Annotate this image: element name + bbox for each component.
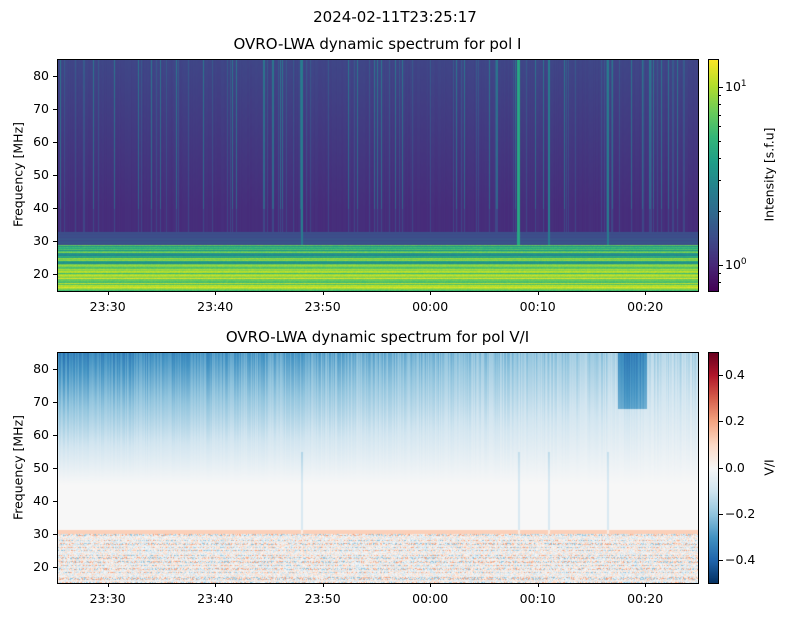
- colorbar-tick-label: 0.0: [725, 459, 745, 475]
- colorbar-tick-exponent: 0: [740, 256, 747, 267]
- heatmap: [57, 59, 698, 291]
- y-tick-mark: [53, 241, 57, 243]
- colorbar-minor-tick: [719, 179, 721, 181]
- x-tick-label: 00:20: [627, 299, 664, 314]
- x-tick-label: 23:50: [304, 591, 341, 606]
- y-tick-label: 30: [33, 525, 49, 541]
- colorbar: [708, 352, 719, 583]
- y-tick-mark: [53, 401, 57, 403]
- x-tick-mark: [215, 583, 217, 587]
- panel-title: OVRO-LWA dynamic spectrum for pol V/I: [225, 328, 530, 346]
- y-tick-label: 60: [33, 426, 49, 442]
- colorbar-tick-mark: [719, 421, 723, 423]
- colorbar-label: Intensity [s.f.u]: [761, 127, 777, 222]
- colorbar-frame: [708, 59, 719, 292]
- x-tick-mark: [107, 583, 109, 587]
- y-tick-label: 40: [33, 200, 49, 216]
- plot-frame: [57, 352, 699, 584]
- y-tick-label: 40: [33, 492, 49, 508]
- colorbar-frame: [708, 352, 719, 584]
- y-tick-label: 50: [33, 459, 49, 475]
- y-tick-mark: [53, 75, 57, 77]
- x-tick-mark: [430, 291, 432, 295]
- y-axis-label: Frequency [MHz]: [10, 414, 26, 520]
- y-tick-mark: [53, 175, 57, 176]
- x-tick-mark: [322, 583, 324, 587]
- colorbar-tick-mark: [719, 375, 723, 377]
- y-tick-mark: [53, 141, 57, 143]
- colorbar-minor-tick: [719, 140, 721, 142]
- colorbar-tick-label: 100: [725, 256, 747, 272]
- colorbar-tick-mark: [719, 467, 723, 469]
- y-tick-label: 20: [33, 558, 49, 574]
- y-tick-mark: [53, 208, 57, 210]
- x-tick-label: 00:10: [519, 591, 556, 606]
- x-tick-mark: [107, 291, 109, 295]
- figure-suptitle: 2024-02-11T23:25:17: [313, 8, 477, 26]
- x-tick-mark: [645, 291, 647, 295]
- colorbar-minor-tick: [719, 211, 721, 213]
- colorbar-minor-tick: [719, 114, 721, 116]
- colorbar-minor-tick: [719, 281, 721, 283]
- y-tick-label: 70: [33, 100, 49, 116]
- colorbar-tick-mark: [719, 264, 723, 266]
- y-axis-label: Frequency [MHz]: [10, 121, 26, 228]
- colorbar-tick-mark: [719, 87, 723, 89]
- x-tick-label: 00:00: [412, 591, 449, 606]
- y-tick-label: 30: [33, 233, 49, 249]
- colorbar-label: V/I: [761, 458, 777, 476]
- y-tick-mark: [53, 533, 57, 535]
- x-tick-mark: [215, 291, 217, 295]
- y-tick-mark: [53, 566, 57, 568]
- y-tick-label: 80: [33, 360, 49, 376]
- y-tick-label: 80: [33, 67, 49, 83]
- colorbar-minor-tick: [719, 104, 721, 106]
- x-tick-label: 23:40: [197, 591, 234, 606]
- y-tick-label: 60: [33, 133, 49, 149]
- colorbar-tick-mark: [719, 559, 723, 561]
- x-tick-label: 23:50: [304, 299, 341, 314]
- heatmap: [57, 352, 698, 583]
- x-tick-label: 00:10: [519, 299, 556, 314]
- y-tick-mark: [53, 467, 57, 469]
- y-tick-mark: [53, 368, 57, 370]
- y-tick-mark: [53, 274, 57, 276]
- y-tick-mark: [53, 434, 57, 436]
- x-tick-mark: [430, 583, 432, 587]
- x-tick-mark: [537, 583, 539, 587]
- x-tick-mark: [322, 291, 324, 295]
- y-tick-label: 50: [33, 167, 49, 182]
- colorbar-tick-label: −0.2: [725, 505, 756, 521]
- x-tick-label: 00:20: [627, 591, 664, 606]
- x-tick-label: 00:00: [412, 299, 449, 314]
- plot-frame: [57, 59, 699, 292]
- y-tick-label: 70: [33, 393, 49, 409]
- x-tick-label: 23:30: [89, 591, 126, 606]
- x-tick-mark: [645, 583, 647, 587]
- colorbar: [708, 59, 719, 291]
- panel-title: OVRO-LWA dynamic spectrum for pol I: [233, 35, 522, 53]
- colorbar-minor-tick: [719, 95, 721, 97]
- colorbar-minor-tick: [719, 272, 721, 274]
- y-tick-mark: [53, 500, 57, 502]
- y-tick-mark: [53, 108, 57, 110]
- colorbar-tick-exponent: 1: [740, 79, 747, 90]
- x-tick-mark: [537, 291, 539, 295]
- y-tick-label: 20: [33, 266, 49, 282]
- colorbar-minor-tick: [719, 157, 721, 159]
- x-tick-label: 23:40: [197, 299, 234, 314]
- colorbar-tick-label: 0.2: [725, 413, 745, 429]
- x-tick-label: 23:30: [89, 299, 126, 314]
- colorbar-tick-mark: [719, 513, 723, 515]
- colorbar-minor-tick: [719, 126, 721, 128]
- colorbar-tick-label: 101: [725, 79, 747, 95]
- colorbar-tick-label: −0.4: [725, 551, 756, 567]
- colorbar-tick-label: 0.4: [725, 367, 745, 383]
